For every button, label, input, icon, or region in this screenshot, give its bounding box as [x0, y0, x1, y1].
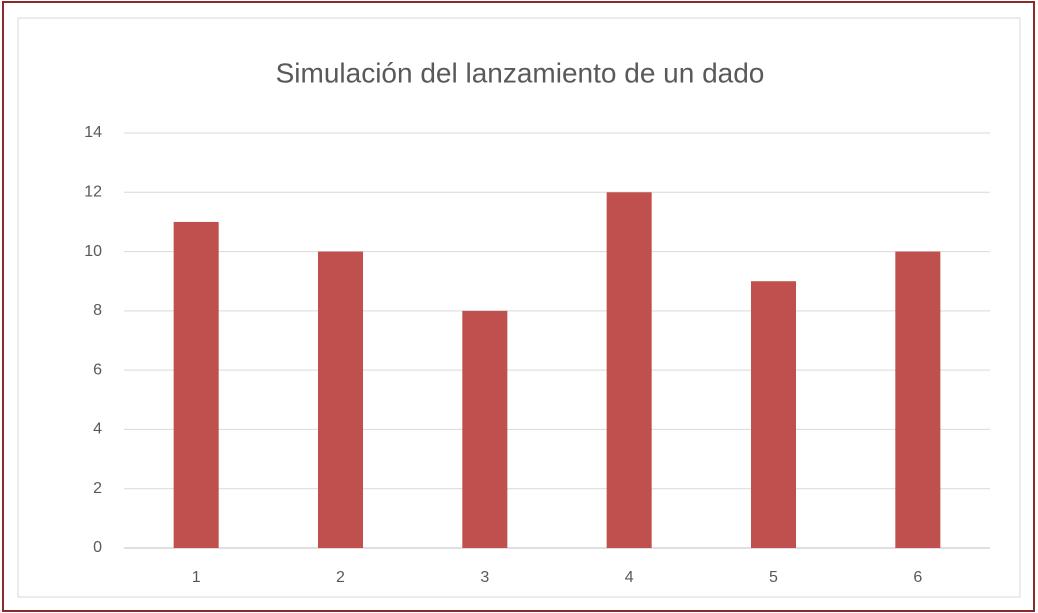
x-tick-label: 6: [913, 569, 922, 586]
bar: [606, 192, 652, 549]
chart-title: Simulación del lanzamiento de un dado: [276, 57, 765, 88]
bar: [750, 281, 797, 548]
chart-area: [17, 17, 1021, 598]
bar: [895, 251, 941, 549]
y-tick-label: 12: [84, 184, 102, 201]
y-tick-label: 2: [93, 480, 102, 497]
x-tick-label: 3: [480, 569, 489, 586]
bar: [173, 221, 219, 548]
x-tick-label: 4: [625, 569, 634, 586]
bar: [317, 251, 364, 549]
x-tick-label: 5: [769, 569, 778, 586]
y-tick-label: 10: [84, 243, 102, 260]
y-tick-label: 14: [84, 124, 102, 141]
y-tick-label: 8: [93, 302, 102, 319]
y-tick-label: 4: [93, 421, 102, 438]
x-tick-label: 2: [336, 569, 345, 586]
x-tick-label: 1: [192, 569, 201, 586]
y-tick-label: 6: [93, 361, 102, 378]
y-tick-label: 0: [93, 539, 102, 556]
bar: [462, 310, 508, 548]
